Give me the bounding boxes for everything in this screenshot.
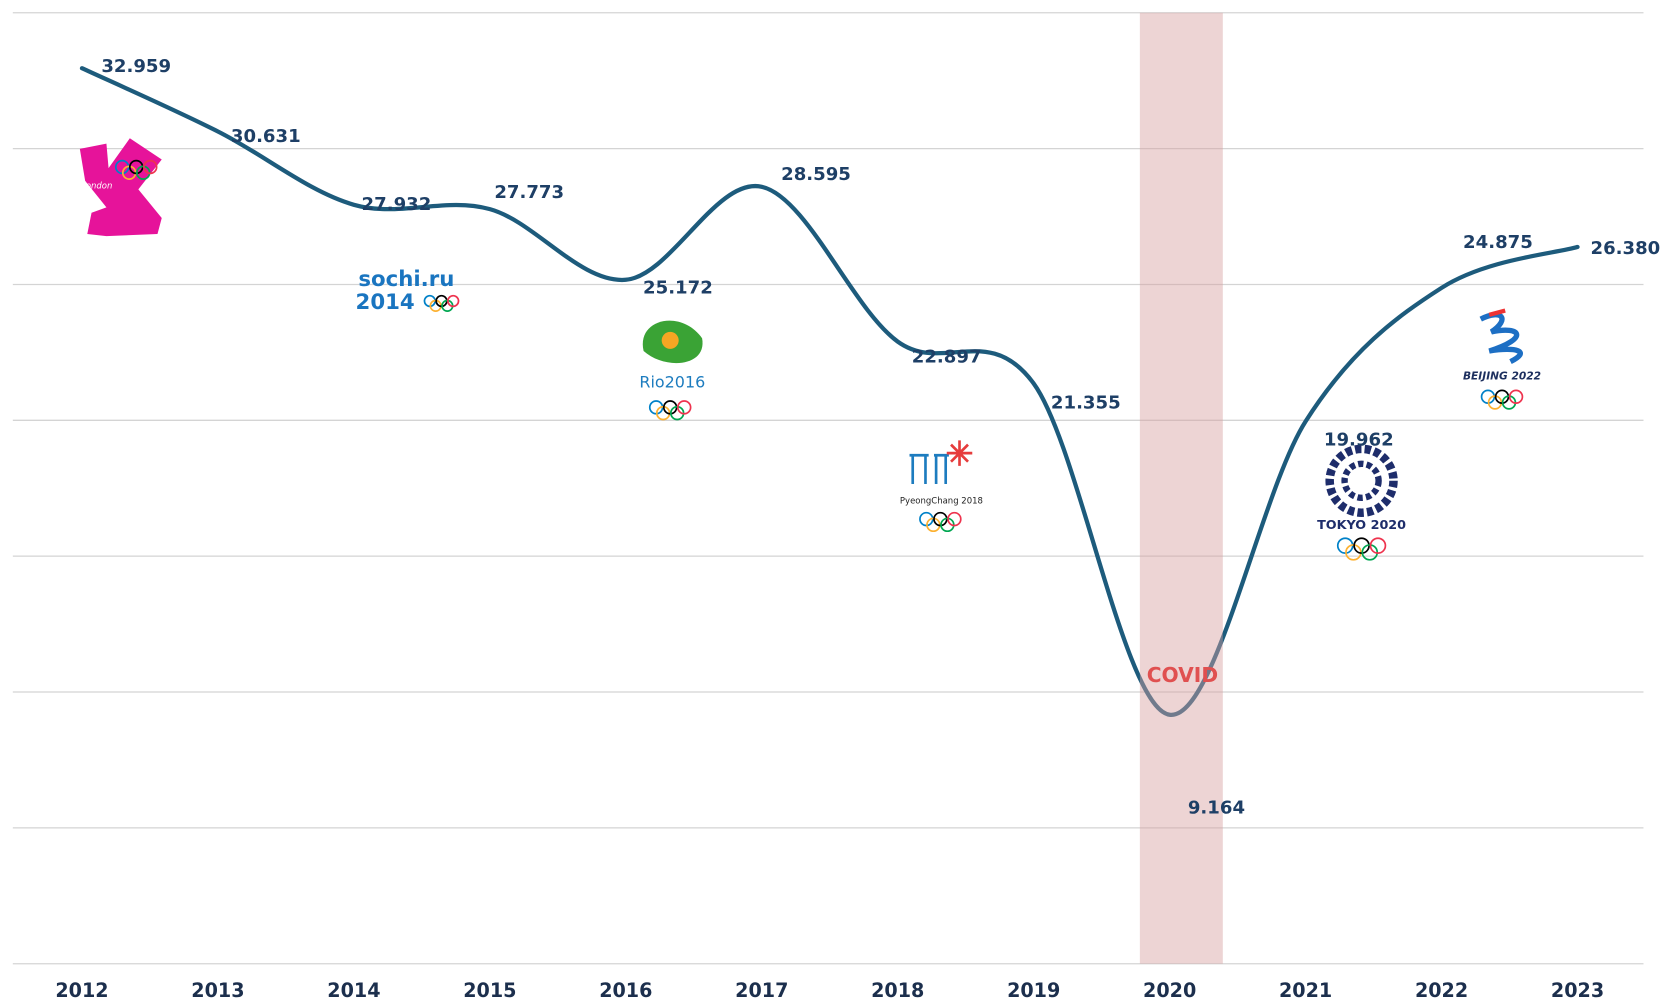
olympic-rings <box>648 400 692 421</box>
logo-text: london <box>83 182 112 192</box>
tokyo-logo-inner <box>1341 460 1382 501</box>
x-tick-label: 2014 <box>327 979 380 1002</box>
covid-label: COVID <box>1147 663 1218 687</box>
logo-text: sochi.ru <box>358 267 454 292</box>
x-tick-label: 2016 <box>599 979 652 1002</box>
ring <box>676 400 692 415</box>
value-label: 27.932 <box>362 194 432 215</box>
value-label: 25.172 <box>643 277 713 298</box>
ring <box>1508 389 1524 404</box>
value-label: 21.355 <box>1051 393 1121 414</box>
x-tick-label: 2013 <box>191 979 244 1002</box>
value-label: 19.962 <box>1324 429 1394 450</box>
data-line <box>79 66 1580 717</box>
tokyo-logo <box>1325 444 1398 517</box>
ring <box>947 511 962 527</box>
value-label: 26.380 <box>1591 238 1661 259</box>
olympic-rings <box>423 294 460 312</box>
x-tick-label: 2012 <box>55 979 108 1002</box>
logo-text: TOKYO 2020 <box>1317 518 1406 533</box>
logo-text: PyeongChang 2018 <box>900 497 983 507</box>
x-tick-label: 2020 <box>1143 979 1196 1002</box>
value-label: 9.164 <box>1188 797 1245 818</box>
value-label: 24.875 <box>1463 232 1533 253</box>
x-tick-label: 2015 <box>463 979 516 1002</box>
beijing-logo-red <box>1488 308 1506 317</box>
olympic-rings <box>919 511 962 533</box>
ring <box>143 159 158 175</box>
x-tick-label: 2023 <box>1551 979 1604 1002</box>
x-tick-label: 2018 <box>871 979 924 1002</box>
ring <box>447 294 460 308</box>
rio-logo-dot <box>661 331 679 349</box>
pyeongchang-logo <box>909 453 949 484</box>
olympic-rings <box>1336 537 1387 561</box>
logo-text: Rio2016 <box>639 372 705 391</box>
value-label: 22.897 <box>912 347 982 368</box>
ring <box>1369 537 1387 554</box>
value-label: 27.773 <box>494 182 564 203</box>
beijing-logo <box>1479 312 1524 365</box>
value-label: 32.959 <box>101 56 171 77</box>
logo-text: BEIJING 2022 <box>1463 370 1541 383</box>
covid-band <box>1139 12 1223 964</box>
x-tick-label: 2019 <box>1007 979 1060 1002</box>
x-tick-label: 2021 <box>1279 979 1332 1002</box>
value-label: 30.631 <box>231 126 301 147</box>
pyeongchang-star <box>946 440 973 466</box>
olympic-rings <box>114 159 158 180</box>
x-tick-label: 2017 <box>735 979 788 1002</box>
olympic-rings <box>1480 389 1524 410</box>
value-label: 28.595 <box>781 164 851 185</box>
x-tick-label: 2022 <box>1415 979 1468 1002</box>
logo-text: 2014 <box>356 290 415 315</box>
